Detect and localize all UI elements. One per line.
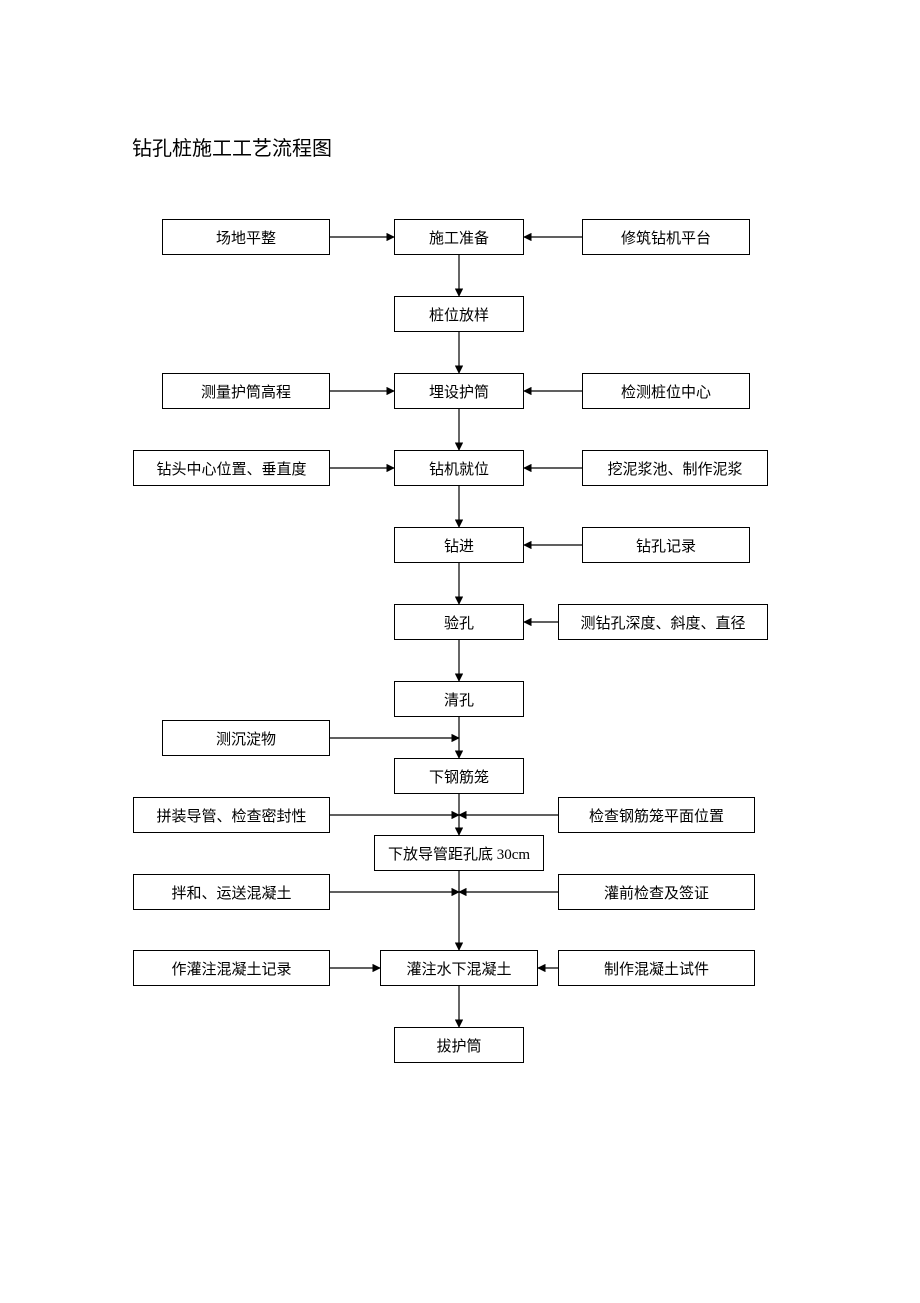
flowchart-node: 拼装导管、检查密封性 [133,797,330,833]
flowchart-node: 埋设护筒 [394,373,524,409]
flowchart-node: 测钻孔深度、斜度、直径 [558,604,768,640]
flowchart-node: 钻机就位 [394,450,524,486]
flowchart-edges [0,0,920,1303]
flowchart-node: 测量护筒高程 [162,373,330,409]
flowchart-node: 检查钢筋笼平面位置 [558,797,755,833]
flowchart-page: 钻孔桩施工工艺流程图 场地平整施工准备修筑钻机平台桩位放样测量护筒高程埋设护筒检… [0,0,920,1303]
flowchart-node: 验孔 [394,604,524,640]
flowchart-node: 灌注水下混凝土 [380,950,538,986]
flowchart-node: 钻头中心位置、垂直度 [133,450,330,486]
flowchart-node: 钻进 [394,527,524,563]
flowchart-node: 钻孔记录 [582,527,750,563]
flowchart-node: 挖泥浆池、制作泥浆 [582,450,768,486]
flowchart-node: 检测桩位中心 [582,373,750,409]
flowchart-node: 拌和、运送混凝土 [133,874,330,910]
flowchart-node: 下放导管距孔底 30cm [374,835,544,871]
flowchart-node: 制作混凝土试件 [558,950,755,986]
flowchart-node: 下钢筋笼 [394,758,524,794]
flowchart-node: 修筑钻机平台 [582,219,750,255]
flowchart-title: 钻孔桩施工工艺流程图 [132,132,332,161]
flowchart-node: 作灌注混凝土记录 [133,950,330,986]
flowchart-node: 灌前检查及签证 [558,874,755,910]
flowchart-node: 施工准备 [394,219,524,255]
flowchart-node: 场地平整 [162,219,330,255]
flowchart-node: 拔护筒 [394,1027,524,1063]
flowchart-node: 测沉淀物 [162,720,330,756]
flowchart-node: 清孔 [394,681,524,717]
flowchart-node: 桩位放样 [394,296,524,332]
